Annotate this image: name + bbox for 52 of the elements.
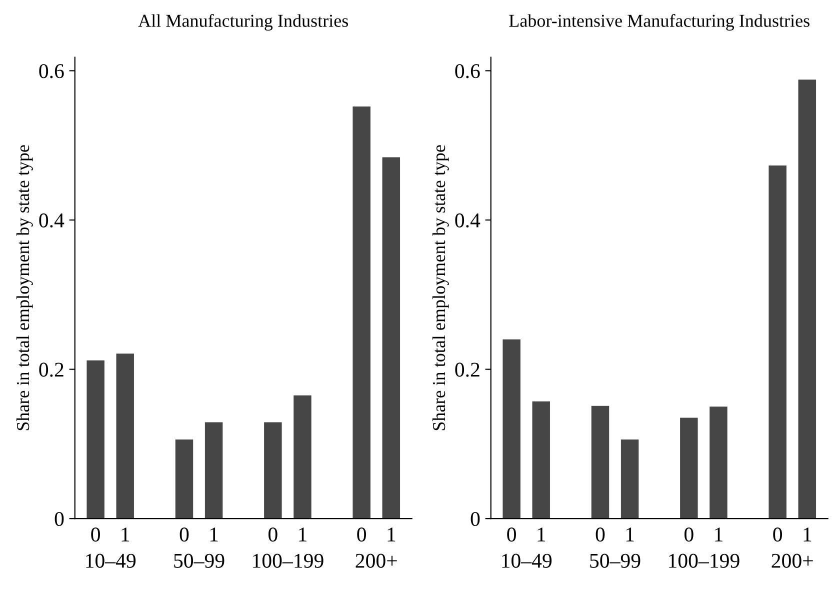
bar xyxy=(532,401,550,519)
x-tick-label: 1 xyxy=(210,528,218,542)
y-tick-label: 0 xyxy=(470,512,480,526)
y-axis-title: Share in total employment by state type xyxy=(16,145,33,430)
bar xyxy=(502,339,520,519)
bar xyxy=(264,422,282,519)
y-tick-label: 0.6 xyxy=(39,64,64,78)
y-axis-title: Share in total employment by state type xyxy=(432,145,449,430)
bar xyxy=(382,157,400,519)
y-tick-label: 0.4 xyxy=(39,213,64,228)
y-tick-label: 0.2 xyxy=(39,362,64,377)
text: 200+ xyxy=(772,554,813,568)
bar xyxy=(620,439,639,519)
x-tick-label: 1 xyxy=(299,528,306,542)
text: 100–199 xyxy=(669,554,740,568)
x-tick-label: 0 xyxy=(773,528,782,542)
x-tick-label: 1 xyxy=(122,528,130,542)
x-tick-label: 0 xyxy=(268,528,278,542)
bar xyxy=(798,80,816,519)
y-tick-label: 0 xyxy=(54,512,64,526)
x-tick-label: 0 xyxy=(507,528,516,542)
x-tick-label: 0 xyxy=(357,528,366,542)
x-tick-label: 1 xyxy=(388,528,396,542)
x-tick-label: 1 xyxy=(626,528,634,542)
x-tick-label: 1 xyxy=(538,528,546,542)
bar xyxy=(710,406,728,519)
x-tick-label: 0 xyxy=(180,528,189,542)
x-tick-label: 1 xyxy=(804,528,812,542)
bar xyxy=(204,422,223,519)
x-tick-label: 0 xyxy=(91,528,100,542)
bar xyxy=(768,166,786,519)
bar xyxy=(591,406,610,519)
bar xyxy=(86,360,104,519)
bar xyxy=(116,354,134,519)
text: 50–99 xyxy=(590,554,640,568)
x-tick-label: 1 xyxy=(715,528,722,542)
text: 200+ xyxy=(356,554,397,568)
chart-title: All Manufacturing Industries xyxy=(138,14,348,31)
text: 10–49 xyxy=(502,554,552,568)
y-tick-label: 0.2 xyxy=(455,362,480,377)
chart-title: Labor-intensive Manufacturing Industries xyxy=(509,14,810,31)
bar xyxy=(294,395,312,519)
bar xyxy=(680,418,698,519)
bar xyxy=(352,106,370,519)
x-tick-label: 0 xyxy=(684,528,694,542)
text: 10–49 xyxy=(86,554,136,568)
text: 100–199 xyxy=(253,554,324,568)
bar xyxy=(175,439,194,519)
y-tick-label: 0.6 xyxy=(455,64,480,78)
y-tick-label: 0.4 xyxy=(455,213,480,228)
x-tick-label: 0 xyxy=(596,528,605,542)
text: 50–99 xyxy=(174,554,224,568)
